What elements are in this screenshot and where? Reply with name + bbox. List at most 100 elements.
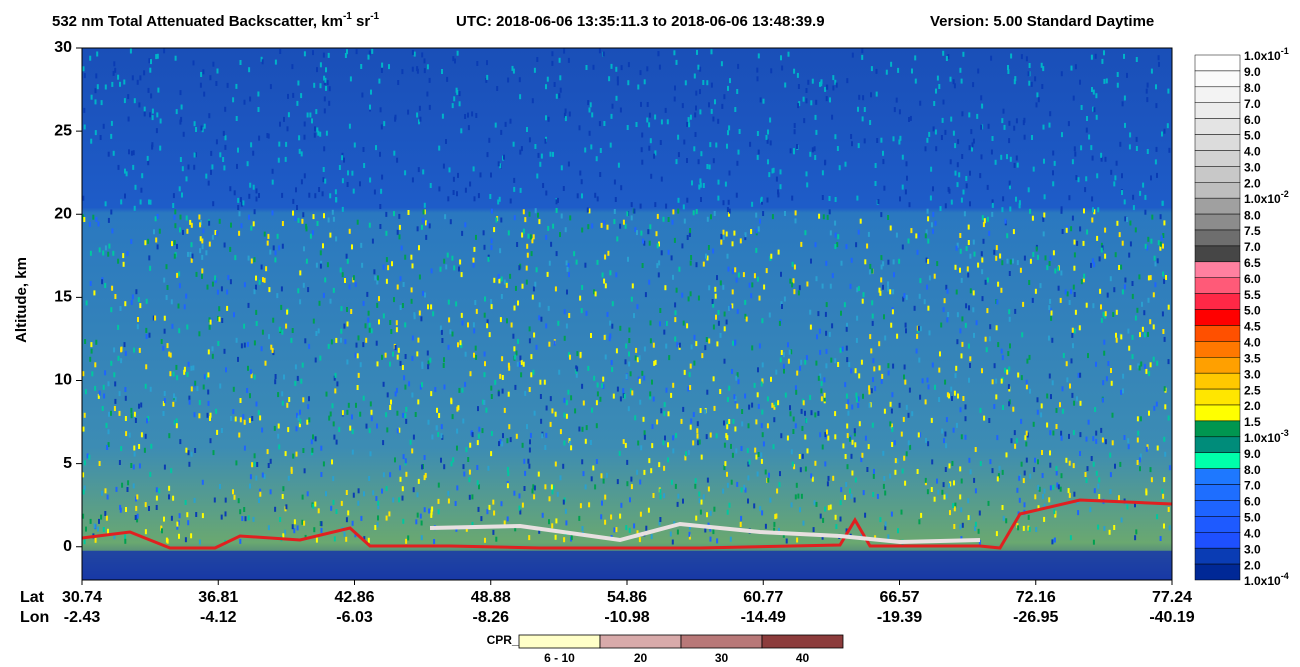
speckle — [189, 219, 192, 225]
speckle — [498, 441, 500, 447]
colorbar-label: 5.0 — [1244, 129, 1261, 143]
speckle — [762, 98, 765, 104]
speckle — [712, 116, 715, 122]
speckle — [824, 86, 827, 92]
speckle — [614, 197, 617, 202]
speckle — [862, 292, 865, 298]
speckle — [401, 69, 404, 75]
speckle — [924, 146, 927, 152]
speckle — [919, 326, 922, 332]
speckle — [985, 347, 988, 353]
speckle — [1113, 287, 1116, 293]
speckle — [85, 526, 87, 532]
speckle — [1154, 282, 1157, 288]
speckle — [831, 323, 834, 329]
speckle — [323, 108, 326, 114]
speckle — [210, 150, 213, 156]
speckle — [127, 94, 130, 100]
speckle — [1085, 478, 1088, 483]
speckle — [742, 272, 745, 278]
speckle — [212, 201, 215, 207]
speckle — [445, 264, 448, 270]
speckle — [366, 291, 369, 297]
speckle — [1155, 84, 1157, 90]
speckle — [626, 211, 629, 217]
speckle — [868, 385, 871, 391]
speckle — [1134, 227, 1137, 233]
speckle — [329, 411, 332, 417]
speckle — [622, 219, 625, 225]
speckle — [229, 186, 232, 192]
speckle — [325, 130, 328, 136]
speckle — [199, 248, 202, 254]
speckle — [178, 186, 181, 192]
speckle — [926, 377, 929, 383]
speckle — [1048, 122, 1051, 128]
speckle — [710, 49, 713, 55]
speckle — [145, 298, 148, 304]
speckle — [363, 163, 366, 168]
speckle — [609, 320, 612, 326]
speckle — [805, 88, 808, 93]
speckle — [1010, 53, 1013, 59]
speckle — [136, 324, 139, 330]
speckle — [137, 297, 140, 303]
speckle — [1147, 275, 1150, 281]
speckle — [451, 414, 454, 420]
speckle — [208, 324, 211, 330]
speckle — [117, 74, 120, 80]
speckle — [493, 510, 496, 516]
speckle — [857, 106, 859, 112]
speckle — [1150, 238, 1153, 244]
speckle — [117, 324, 120, 330]
cloud-layer — [429, 521, 981, 545]
speckle — [959, 494, 962, 500]
speckle — [123, 342, 126, 348]
speckle — [503, 520, 506, 526]
speckle — [1000, 348, 1003, 354]
speckle — [379, 224, 382, 229]
speckle — [114, 381, 117, 387]
speckle — [370, 416, 373, 422]
speckle — [516, 361, 519, 367]
speckle — [1043, 194, 1046, 200]
speckle — [195, 271, 198, 277]
speckle — [269, 489, 272, 495]
speckle — [1097, 207, 1100, 213]
speckle — [500, 501, 503, 507]
speckle — [323, 146, 326, 152]
speckle — [237, 197, 240, 203]
speckle — [530, 372, 533, 378]
speckle — [219, 152, 222, 158]
speckle — [220, 428, 223, 433]
speckle — [901, 154, 904, 160]
speckle — [183, 369, 186, 375]
speckle — [412, 487, 415, 493]
speckle — [760, 452, 763, 458]
speckle — [242, 200, 245, 206]
speckle — [630, 296, 633, 302]
speckle — [861, 298, 864, 304]
speckle — [876, 138, 879, 143]
speckle — [318, 187, 321, 192]
speckle — [722, 284, 725, 290]
speckle — [813, 500, 816, 506]
speckle — [905, 161, 908, 167]
speckle — [1025, 379, 1028, 385]
speckle — [1014, 443, 1017, 449]
speckle — [404, 384, 407, 390]
speckle — [986, 277, 989, 283]
speckle — [709, 526, 712, 532]
speckle — [240, 201, 243, 207]
speckle — [402, 454, 405, 460]
speckle — [726, 421, 729, 426]
speckle — [933, 273, 936, 279]
speckle — [554, 534, 557, 540]
speckle — [689, 114, 692, 120]
speckle — [582, 471, 585, 477]
speckle — [1020, 461, 1023, 467]
speckle — [462, 418, 465, 424]
speckle — [348, 123, 351, 129]
speckle — [155, 505, 158, 510]
speckle — [478, 426, 481, 432]
